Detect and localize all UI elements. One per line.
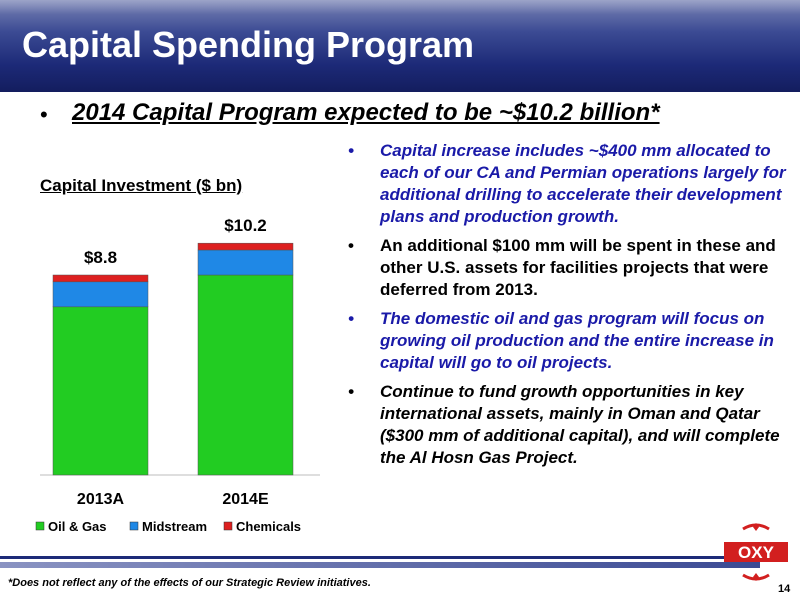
- legend-swatch: [129, 521, 139, 531]
- bar-segment-oil-gas: [197, 274, 294, 476]
- footnote: *Does not reflect any of the effects of …: [8, 577, 371, 589]
- bar-total-label: $8.8: [84, 248, 117, 267]
- legend-swatch: [223, 521, 233, 531]
- headline-bullet: •: [40, 102, 48, 127]
- bar-total-label: $10.2: [224, 216, 267, 235]
- title-bar-highlight: [0, 0, 800, 14]
- bar-segment-oil-gas: [52, 306, 149, 476]
- legend-label: Oil & Gas: [48, 519, 107, 534]
- bullet-dot: •: [348, 141, 354, 160]
- bullet-item: • Capital increase includes ~$400 mm allo…: [340, 140, 795, 228]
- bullet-dot: •: [348, 236, 354, 255]
- bullet-list: • Capital increase includes ~$400 mm allo…: [340, 140, 795, 476]
- capital-investment-chart: $8.8 2013A $10.2 2014E Oil & Gas Midstream Che…: [35, 216, 320, 534]
- bullet-text: The domestic oil and gas program will fo…: [380, 309, 774, 372]
- bullet-dot: •: [348, 309, 354, 328]
- legend-label: Midstream: [142, 519, 207, 534]
- bar-segment-chemicals: [52, 274, 149, 283]
- svg-text:OXY: OXY: [738, 543, 775, 562]
- footer-rule: [0, 556, 760, 559]
- chart-title: Capital Investment ($ bn): [40, 176, 243, 195]
- category-label: 2014E: [222, 491, 269, 508]
- slide-title: Capital Spending Program: [22, 24, 475, 65]
- bullet-text: Continue to fund growth opportunities in…: [380, 382, 780, 467]
- bar-segment-midstream: [52, 281, 149, 308]
- bullet-dot: •: [348, 382, 354, 401]
- title-bar: Capital Spending Program: [0, 0, 800, 92]
- page-number: 14: [778, 583, 791, 595]
- bullet-item: • Continue to fund growth opportunities i…: [340, 381, 795, 469]
- bullet-item: • An additional $100 mm will be spent in …: [340, 235, 795, 301]
- legend-swatch: [35, 521, 45, 531]
- footer-band: [0, 562, 760, 568]
- bullet-text: An additional $100 mm will be spent in t…: [380, 236, 776, 299]
- headline: 2014 Capital Program expected to be ~$10…: [72, 99, 660, 126]
- bullet-item: • The domestic oil and gas program will f…: [340, 308, 795, 374]
- legend-label: Chemicals: [236, 519, 301, 534]
- bar-segment-midstream: [197, 249, 294, 276]
- bar-segment-chemicals: [197, 242, 294, 251]
- oxy-logo: OXY: [724, 523, 788, 581]
- category-label: 2013A: [77, 491, 125, 508]
- bullet-text: Capital increase includes ~$400 mm alloc…: [380, 141, 786, 226]
